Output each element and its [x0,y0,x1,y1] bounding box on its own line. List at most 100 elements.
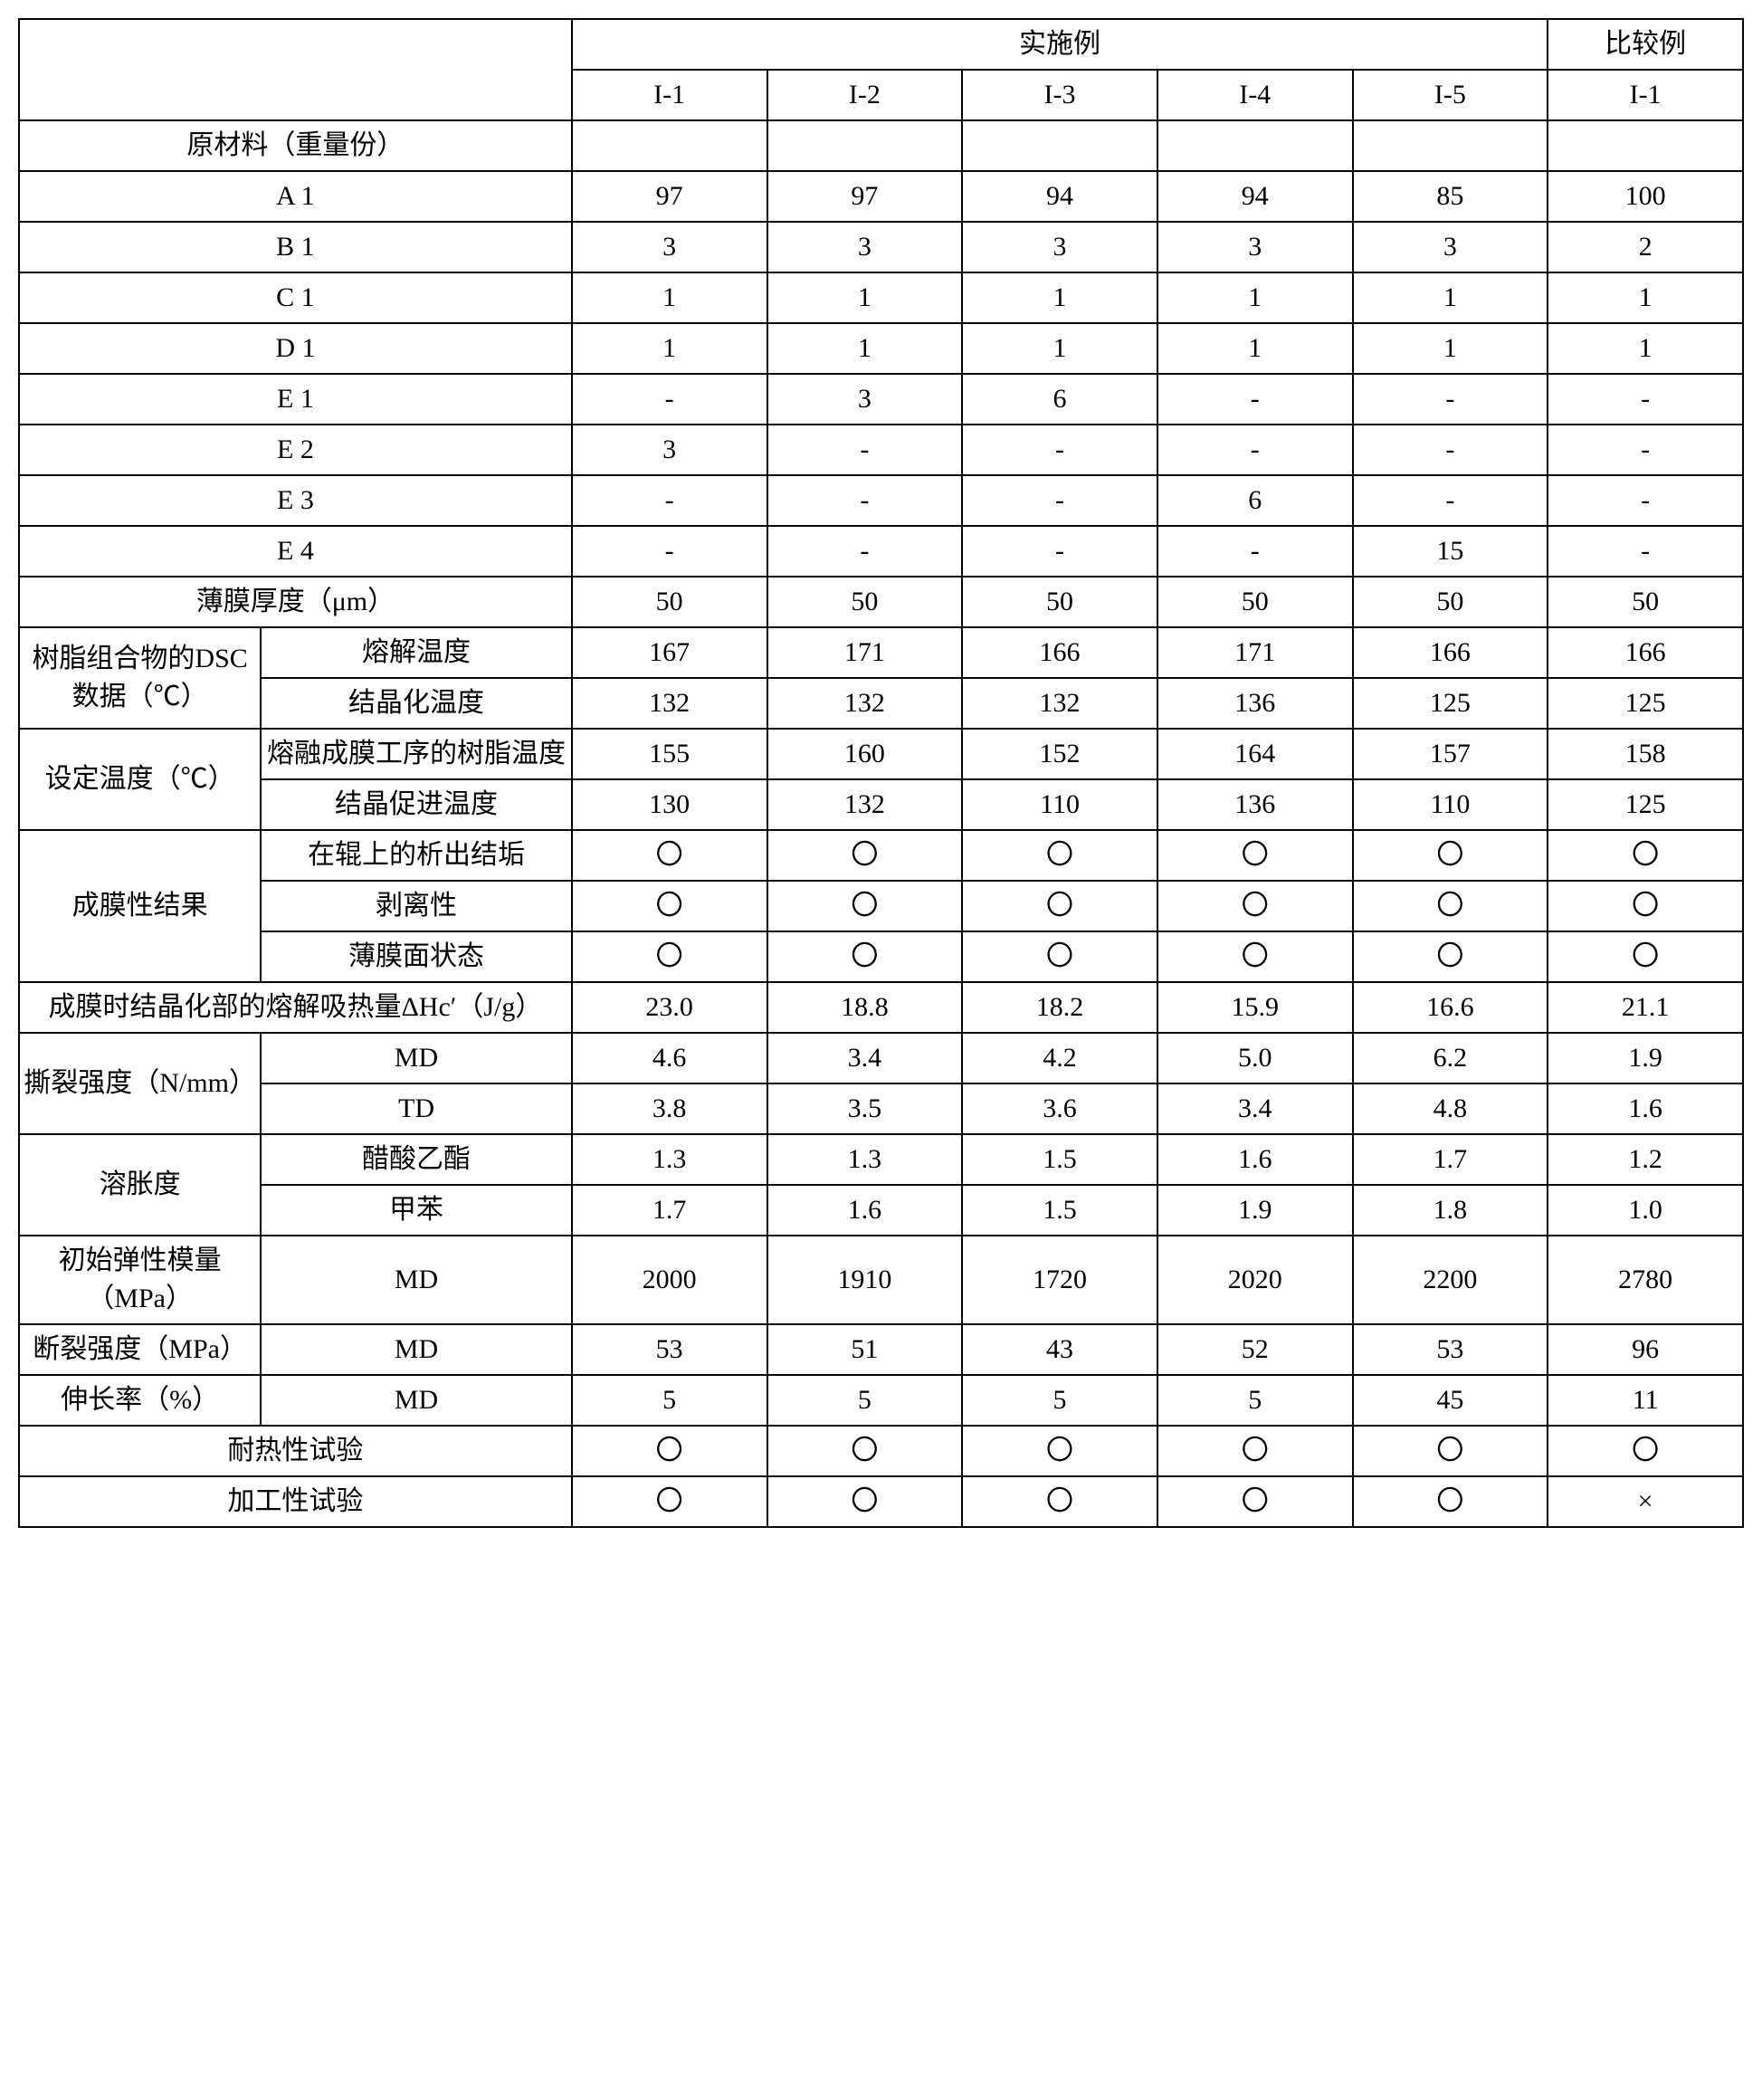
cell: 171 [767,627,963,678]
cell: - [1353,475,1548,526]
col-label-0: I-1 [572,70,767,120]
cell: 167 [572,627,767,678]
cell: 〇 [962,881,1157,931]
cell: 2 [1548,222,1743,272]
cell: 〇 [767,830,963,881]
cell: 125 [1353,678,1548,729]
row-delta-hc: 成膜时结晶化部的熔解吸热量ΔHc′（J/g） 23.0 18.8 18.2 15… [19,982,1743,1033]
cell: - [767,425,963,475]
cell: 166 [962,627,1157,678]
cell: 4.2 [962,1033,1157,1083]
cell: 96 [1548,1324,1743,1375]
cell: 136 [1157,678,1353,729]
cell: 94 [962,171,1157,222]
cell: 〇 [1353,1426,1548,1476]
raw-materials-title: 原材料（重量份） [19,120,572,171]
cell: 1.3 [572,1134,767,1185]
cell: - [1157,425,1353,475]
cell: 1 [962,323,1157,374]
cell: 2200 [1353,1236,1548,1324]
cell: 1 [572,272,767,323]
cell: 1.6 [1157,1134,1353,1185]
cell: 125 [1548,779,1743,830]
cell: 45 [1353,1375,1548,1426]
row-elong: 伸长率（%） MD 5 5 5 5 45 11 [19,1375,1743,1426]
cell: 50 [1157,577,1353,627]
tear-td-label: TD [261,1083,572,1134]
cell: 1.6 [1548,1083,1743,1134]
cell: 1720 [962,1236,1157,1324]
cell: 43 [962,1324,1157,1375]
cell: 4.6 [572,1033,767,1083]
cell: 〇 [1548,1426,1743,1476]
cell: 〇 [767,1476,963,1527]
cell: 〇 [1157,931,1353,982]
cell: 〇 [767,931,963,982]
cell: 15.9 [1157,982,1353,1033]
heat-test-label: 耐热性试验 [19,1426,572,1476]
cell: 97 [767,171,963,222]
cell: 50 [1548,577,1743,627]
cell: - [1157,374,1353,425]
init-mod-group-label: 初始弹性模量（MPa） [19,1236,261,1324]
cell: 132 [962,678,1157,729]
cell: 1 [572,323,767,374]
row-process-test: 加工性试验 〇 〇 〇 〇 〇 × [19,1476,1743,1527]
cell: 171 [1157,627,1353,678]
row-swell-ea: 溶胀度 醋酸乙酯 1.3 1.3 1.5 1.6 1.7 1.2 [19,1134,1743,1185]
row-raw-materials-title: 原材料（重量份） [19,120,1743,171]
cell: 6 [962,374,1157,425]
cell: 3.5 [767,1083,963,1134]
cell: 1.3 [767,1134,963,1185]
tear-md-label: MD [261,1033,572,1083]
cell: 3 [572,222,767,272]
cell: 1 [1548,272,1743,323]
row-res-scale: 成膜性结果 在辊上的析出结垢 〇 〇 〇 〇 〇 〇 [19,830,1743,881]
dsc-cryst-label: 结晶化温度 [261,678,572,729]
row-dsc-melt: 树脂组合物的DSC数据（℃） 熔解温度 167 171 166 171 166 … [19,627,1743,678]
cell: 132 [572,678,767,729]
cell: 1 [1548,323,1743,374]
cell: 〇 [1548,830,1743,881]
cell: 1.7 [572,1185,767,1236]
cell: 2000 [572,1236,767,1324]
cell: 〇 [962,931,1157,982]
cell: 〇 [1548,931,1743,982]
cell: 130 [572,779,767,830]
cell: - [572,374,767,425]
res-surface-label: 薄膜面状态 [261,931,572,982]
cell: 1 [1353,272,1548,323]
cell: 50 [767,577,963,627]
cell: 1.5 [962,1185,1157,1236]
label-B1: B 1 [19,222,572,272]
tear-group-label: 撕裂强度（N/mm） [19,1033,261,1134]
cell: - [1157,526,1353,577]
dsc-melt-label: 熔解温度 [261,627,572,678]
delta-hc-label: 成膜时结晶化部的熔解吸热量ΔHc′（J/g） [19,982,572,1033]
cell: 〇 [767,1426,963,1476]
row-E1: E 1 - 3 6 - - - [19,374,1743,425]
cell: 132 [767,678,963,729]
cell: 23.0 [572,982,767,1033]
cell: 3.4 [1157,1083,1353,1134]
cell [1353,120,1548,171]
set-cryst-label: 结晶促进温度 [261,779,572,830]
col-label-4: I-5 [1353,70,1548,120]
swell-group-label: 溶胀度 [19,1134,261,1236]
dsc-group-label: 树脂组合物的DSC数据（℃） [19,627,261,729]
label-D1: D 1 [19,323,572,374]
row-tear-md: 撕裂强度（N/mm） MD 4.6 3.4 4.2 5.0 6.2 1.9 [19,1033,1743,1083]
cell: 3 [1157,222,1353,272]
cell: 51 [767,1324,963,1375]
cell: - [572,526,767,577]
cell: 100 [1548,171,1743,222]
cell: 160 [767,729,963,779]
row-film-thickness: 薄膜厚度（μm） 50 50 50 50 50 50 [19,577,1743,627]
cell: 3 [572,425,767,475]
cell: 2020 [1157,1236,1353,1324]
res-peel-label: 剥离性 [261,881,572,931]
cell: 50 [962,577,1157,627]
cell: - [962,526,1157,577]
cell: 〇 [572,830,767,881]
cell: 18.2 [962,982,1157,1033]
